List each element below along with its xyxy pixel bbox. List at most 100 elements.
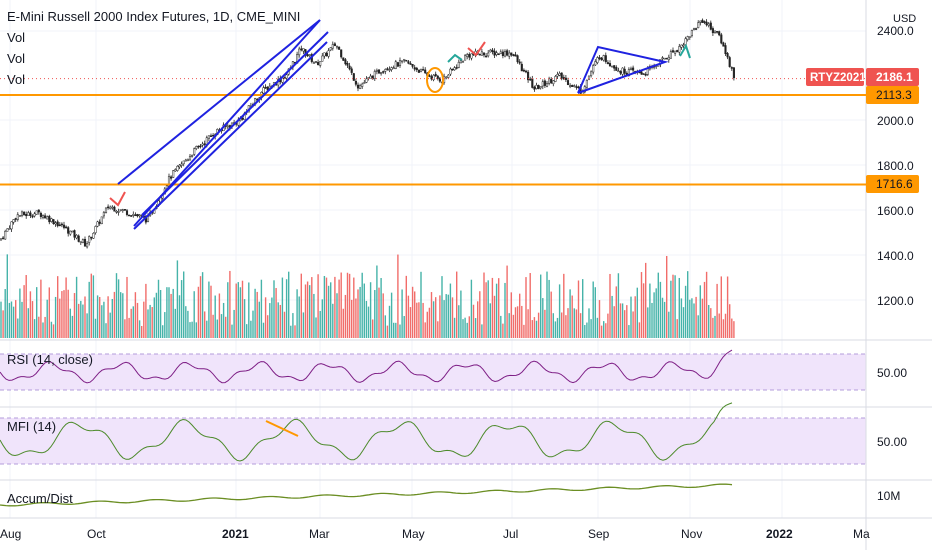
volume-bar <box>42 322 44 338</box>
volume-bar <box>101 305 103 338</box>
volume-bar <box>393 322 395 338</box>
volume-bar <box>477 301 479 338</box>
candle-body <box>195 146 198 149</box>
price-axis[interactable]: USD 2400.0 2000.0 1800.0 1600.0 1400.0 1… <box>877 13 916 308</box>
volume-bar <box>695 296 697 338</box>
candle-body <box>560 72 563 79</box>
legend-volume-3[interactable]: Vol <box>7 72 26 87</box>
volume-bar <box>277 302 279 338</box>
volume-bar <box>155 292 158 338</box>
time-axis[interactable]: Aug Oct 2021 Mar May Jul Sep Nov 2022 Ma <box>0 527 870 541</box>
candle-body <box>58 224 61 227</box>
candle-body <box>392 67 395 70</box>
candle-body <box>713 31 717 34</box>
highlight-ellipse <box>426 67 444 93</box>
candle-body <box>394 61 397 69</box>
volume-bar <box>537 312 540 338</box>
level-2-badge[interactable]: 1716.6 <box>866 175 919 193</box>
volume-bar <box>317 274 319 338</box>
volume-bar <box>88 281 90 338</box>
candle-body <box>193 148 196 155</box>
volume-bar <box>435 297 437 338</box>
volume-bar <box>80 300 82 338</box>
candle-body <box>697 22 700 28</box>
last-price-bg <box>866 68 919 86</box>
candle-body <box>405 59 408 62</box>
volume-bar <box>390 292 393 338</box>
volume-bar <box>353 277 355 338</box>
volume-bar <box>233 309 235 338</box>
chart-title[interactable]: E-Mini Russell 2000 Index Futures, 1D, C… <box>7 9 301 24</box>
volume-bar <box>246 324 248 338</box>
candle-body <box>524 70 528 73</box>
volume-bar <box>283 311 286 338</box>
candle-body <box>470 53 473 59</box>
candle-body <box>640 71 643 75</box>
volume-bar <box>487 280 489 338</box>
candle-body <box>306 54 309 57</box>
volume-bar <box>174 308 176 338</box>
rsi-label[interactable]: RSI (14, close) <box>7 352 93 367</box>
candle-body <box>37 209 40 213</box>
candle-body <box>482 52 486 56</box>
candle-body <box>130 215 133 217</box>
volume-bar <box>561 312 563 338</box>
volume-bar <box>254 288 256 338</box>
candle-body <box>88 236 91 243</box>
volume-bar <box>703 281 706 338</box>
volume-bar <box>621 303 624 338</box>
candle-body <box>356 84 360 89</box>
volume-bar <box>531 320 533 338</box>
volume-bar <box>338 279 340 338</box>
legend-volume-2[interactable]: Vol <box>7 51 26 66</box>
candle-body <box>132 213 135 216</box>
volume-bar <box>258 301 260 338</box>
candle-body <box>514 54 517 57</box>
mfi-label[interactable]: MFI (14) <box>7 419 56 434</box>
candle-body <box>468 54 471 58</box>
volume-bar <box>510 292 512 338</box>
volume-bar <box>94 318 97 338</box>
volume-bar <box>365 300 368 338</box>
volume-bar <box>670 280 672 338</box>
volume-bar <box>50 321 53 338</box>
volume-bar <box>586 322 588 338</box>
volume-bar <box>575 309 578 338</box>
annotation-mark <box>467 41 486 57</box>
rsi-axis-tick: 50.00 <box>877 366 907 380</box>
volume-bar <box>640 272 643 338</box>
candle-body <box>348 65 351 70</box>
volume-bar <box>689 299 691 338</box>
candle-body <box>493 50 496 56</box>
volume-bar <box>227 282 229 338</box>
candle-body <box>436 75 439 79</box>
candle-body <box>485 55 488 58</box>
volume-bar <box>468 316 470 338</box>
volume-bar <box>281 277 284 338</box>
candle-body <box>86 243 89 248</box>
last-price-badge[interactable]: RTYZ2021 2186.1 <box>806 68 919 86</box>
volume-bar <box>130 308 132 338</box>
volume-bar <box>399 324 401 338</box>
volume-bar <box>506 265 508 338</box>
volume-bar <box>483 272 485 338</box>
candle-body <box>25 214 28 217</box>
level-1-badge[interactable]: 2113.3 <box>866 86 919 104</box>
volume-bar <box>540 274 542 338</box>
volume-bar <box>420 271 422 338</box>
accdist-label[interactable]: Accum/Dist <box>7 491 73 506</box>
legend-volume-1[interactable]: Vol <box>7 30 26 45</box>
candle-body <box>2 237 5 240</box>
drawings[interactable] <box>0 19 866 230</box>
volume-bar <box>680 298 683 338</box>
volume-bar <box>687 271 689 338</box>
volume-bar <box>214 295 216 338</box>
candle-body <box>527 71 530 81</box>
volume-bar <box>241 280 244 338</box>
candle-body <box>512 54 515 56</box>
volume-bar <box>208 281 210 338</box>
volume-bar <box>273 280 275 338</box>
volume-bar <box>649 283 651 338</box>
